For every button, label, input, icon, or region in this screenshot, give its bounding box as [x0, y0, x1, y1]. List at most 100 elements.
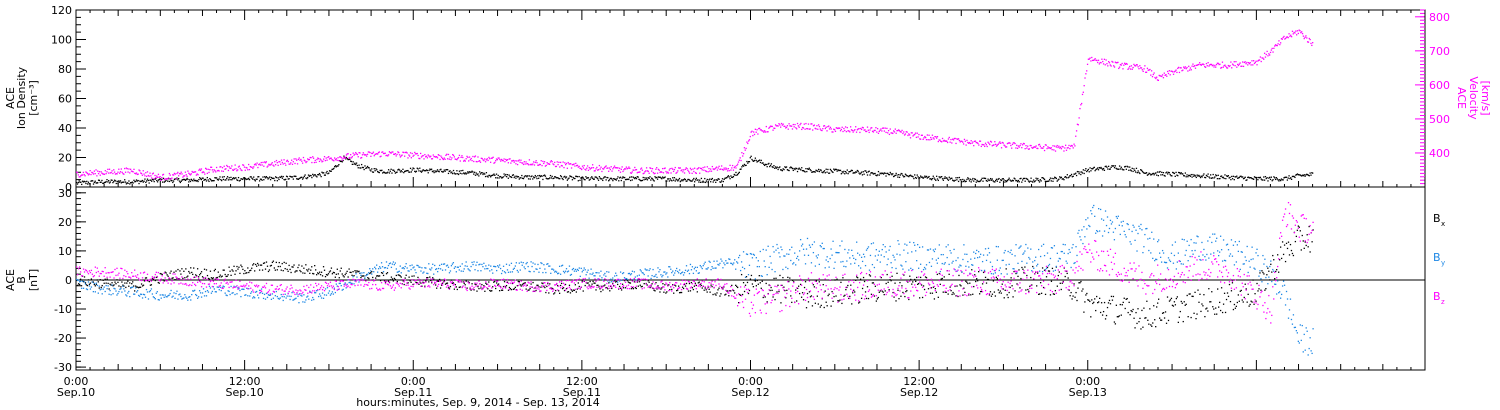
bx-point: [554, 292, 556, 294]
velocity-point: [1001, 141, 1004, 144]
density-point: [505, 173, 507, 176]
density-point: [415, 170, 418, 172]
velocity-point: [376, 153, 378, 155]
velocity-point: [417, 154, 419, 157]
density-point: [214, 177, 216, 179]
bx-point: [98, 287, 100, 289]
bx-point: [623, 279, 626, 282]
density-point: [192, 180, 194, 182]
by-point: [613, 279, 615, 281]
velocity-point: [1176, 71, 1178, 74]
velocity-point: [698, 167, 700, 169]
bx-point: [279, 265, 281, 268]
bx-point: [918, 282, 920, 285]
velocity-point: [328, 156, 330, 158]
velocity-point: [952, 138, 954, 140]
density-point: [455, 173, 457, 175]
by-point: [617, 278, 620, 281]
density-point: [1103, 169, 1106, 171]
velocity-point: [1098, 63, 1101, 65]
bx-point: [304, 272, 306, 274]
by-point: [309, 290, 311, 292]
by-point: [591, 273, 593, 275]
density-point: [1122, 169, 1124, 171]
density-point: [997, 178, 999, 180]
velocity-point: [1215, 66, 1217, 68]
velocity-point: [1005, 146, 1007, 148]
bx-point: [225, 275, 227, 278]
density-point: [421, 170, 423, 172]
bx-point: [1049, 294, 1052, 296]
velocity-point: [1221, 61, 1224, 63]
velocity-point: [823, 125, 825, 127]
velocity-point: [334, 159, 337, 161]
density-point: [1206, 175, 1208, 177]
velocity-point: [753, 131, 755, 133]
velocity-point: [1121, 62, 1123, 65]
bx-point: [972, 293, 974, 295]
bx-point: [104, 278, 106, 280]
by-point: [395, 268, 397, 270]
density-point: [924, 175, 926, 177]
by-point: [356, 276, 358, 278]
velocity-point: [1002, 142, 1004, 144]
density-point: [1267, 180, 1269, 182]
velocity-point: [704, 170, 707, 172]
density-point: [823, 170, 826, 172]
density-point: [1209, 177, 1211, 179]
density-point: [640, 179, 642, 182]
density-point: [717, 178, 719, 180]
by-point: [213, 288, 216, 290]
density-point: [1012, 180, 1015, 182]
density-point: [472, 171, 474, 173]
density-point: [939, 177, 941, 179]
bx-point: [1057, 274, 1059, 277]
by-point: [221, 286, 223, 289]
density-point: [959, 179, 961, 181]
velocity-point: [1145, 71, 1148, 73]
by-point: [453, 267, 456, 269]
velocity-point: [686, 167, 688, 170]
velocity-point: [531, 164, 533, 166]
velocity-point: [948, 136, 950, 139]
density-point: [1052, 180, 1054, 182]
bx-point: [319, 273, 322, 276]
density-point: [792, 169, 794, 172]
density-point: [445, 169, 447, 171]
density-point: [1060, 176, 1063, 178]
density-point: [530, 175, 532, 178]
velocity-point: [1193, 65, 1195, 68]
velocity-point: [533, 164, 536, 166]
bx-point: [161, 273, 163, 276]
density-point: [1032, 181, 1034, 183]
by-point: [350, 282, 352, 284]
density-point: [522, 177, 524, 179]
by-point: [500, 272, 503, 275]
velocity-point: [287, 160, 289, 163]
density-point: [978, 180, 981, 183]
by-point: [279, 297, 281, 299]
velocity-point: [1223, 65, 1225, 67]
density-point: [1152, 172, 1154, 175]
density-point: [1262, 179, 1264, 181]
bx-point: [88, 283, 91, 285]
by-point: [98, 285, 100, 287]
velocity-point: [332, 159, 334, 161]
density-point: [444, 170, 446, 172]
by-point: [689, 263, 692, 266]
by-point: [296, 293, 298, 295]
bx-point: [392, 280, 395, 282]
density-point: [1308, 175, 1310, 177]
by-point: [329, 294, 332, 296]
by-point: [322, 297, 325, 299]
density-point: [914, 176, 917, 179]
density-point: [911, 175, 913, 177]
velocity-point: [805, 122, 807, 125]
velocity-point: [481, 157, 483, 160]
bx-point: [360, 276, 362, 279]
bx-point: [530, 283, 532, 285]
bx-point: [1292, 254, 1295, 257]
by-point: [536, 268, 538, 270]
bx-point: [220, 276, 222, 278]
velocity-point: [457, 157, 459, 160]
